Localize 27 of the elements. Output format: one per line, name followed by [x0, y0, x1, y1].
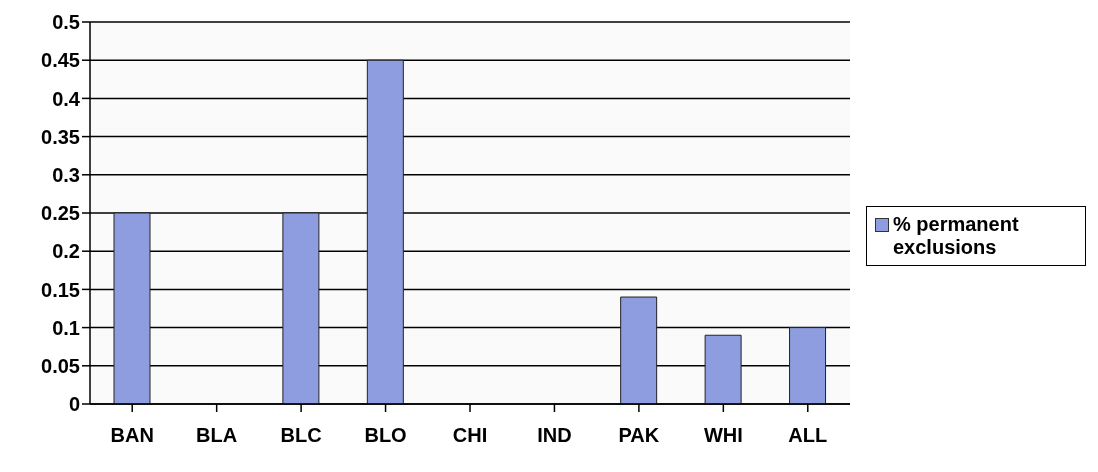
bar: [113, 212, 151, 404]
bar: [282, 212, 320, 404]
x-tick-label: PAK: [618, 424, 660, 447]
x-tick-label: BLC: [280, 424, 322, 447]
y-tick-label: 0.45: [41, 49, 80, 72]
bar: [789, 327, 827, 404]
y-tick-label: 0.2: [52, 240, 80, 263]
bar: [620, 296, 658, 404]
y-tick-label: 0.15: [41, 278, 80, 301]
legend-label: % permanent exclusions: [893, 213, 1020, 259]
y-tick-label: 0.3: [52, 163, 80, 186]
y-tick-label: 0.1: [52, 316, 80, 339]
x-tick-label: IND: [537, 424, 572, 447]
x-tick-label: BLO: [364, 424, 407, 447]
y-tick-label: 0.25: [41, 202, 80, 225]
x-tick-label: CHI: [452, 424, 488, 447]
bar: [704, 334, 742, 404]
x-tick-label: BAN: [110, 424, 154, 447]
x-tick-label: WHI: [703, 424, 743, 447]
x-tick-label: ALL: [788, 424, 828, 447]
y-tick-label: 0.5: [52, 11, 80, 34]
y-tick-label: 0: [68, 393, 80, 416]
y-tick-label: 0.35: [41, 125, 80, 148]
bar: [366, 59, 404, 404]
x-tick-label: BLA: [196, 424, 238, 447]
y-tick-label: 0.4: [52, 87, 81, 110]
y-tick-label: 0.05: [41, 354, 80, 377]
